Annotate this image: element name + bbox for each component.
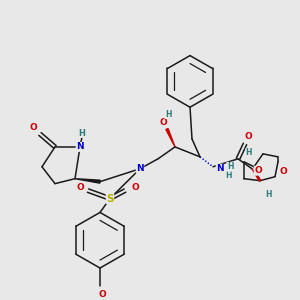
Text: O: O xyxy=(76,183,84,192)
Text: H: H xyxy=(246,148,252,158)
Text: H: H xyxy=(265,190,271,199)
Polygon shape xyxy=(252,169,261,181)
Text: H: H xyxy=(165,110,171,119)
Polygon shape xyxy=(166,129,175,147)
Polygon shape xyxy=(75,179,100,183)
Text: O: O xyxy=(159,118,167,127)
Text: N: N xyxy=(216,164,224,173)
Text: O: O xyxy=(29,123,37,132)
Text: O: O xyxy=(244,133,252,142)
Text: H: H xyxy=(225,171,231,180)
Text: S: S xyxy=(106,194,114,203)
Text: H: H xyxy=(227,162,233,171)
Text: N: N xyxy=(76,142,84,152)
Text: O: O xyxy=(254,166,262,175)
Text: O: O xyxy=(98,290,106,299)
Text: H: H xyxy=(79,128,86,137)
Text: O: O xyxy=(131,183,139,192)
Text: O: O xyxy=(279,167,287,176)
Text: N: N xyxy=(136,164,144,173)
